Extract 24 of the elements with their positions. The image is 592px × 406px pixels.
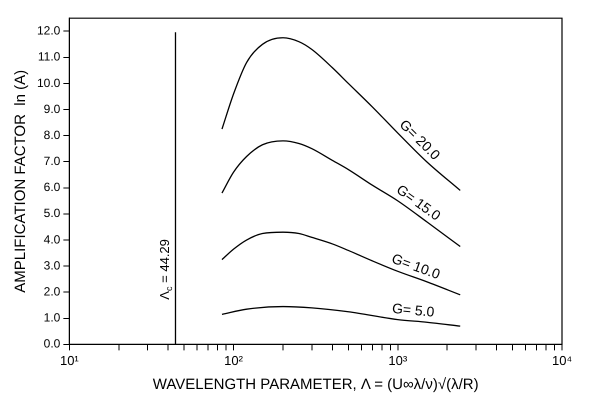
y-tick-label: 8.0 [44,128,61,142]
y-tick-label: 7.0 [44,154,61,168]
text: G= 10.0 [390,250,443,282]
x-tick-label: 10² [224,352,244,368]
x-tick-label: 10⁴ [552,352,572,368]
y-tick-label: 10.0 [36,76,61,90]
y-tick-label: 0.0 [44,336,61,351]
y-tick-label: 11.0 [38,50,61,64]
ref-line-label: Λc = 44.29 [157,239,174,300]
x-tick-label: 10¹ [60,352,80,368]
y-tick-label: 9.0 [44,102,61,116]
x-tick-label: 10³ [388,352,408,368]
y-tick-label: 4.0 [44,232,61,246]
y-axis-title: AMPLIFICATION FACTOR ln (A) [12,70,30,293]
y-tick-label: 1.0 [44,310,61,325]
text: G= 15.0 [394,181,444,224]
y-tick-label: 2.0 [44,284,61,299]
text: G= 5.0 [391,300,436,320]
y-tick-label: 12.0 [36,24,61,38]
y-tick-label: 5.0 [44,206,61,220]
y-tick-label: 6.0 [44,180,61,194]
x-axis-title: WAVELENGTH PARAMETER, Λ = (U∞λ/ν)√(λ/R) [152,376,479,394]
y-tick-label: 3.0 [44,258,61,272]
text: G= 20.0 [396,116,444,163]
